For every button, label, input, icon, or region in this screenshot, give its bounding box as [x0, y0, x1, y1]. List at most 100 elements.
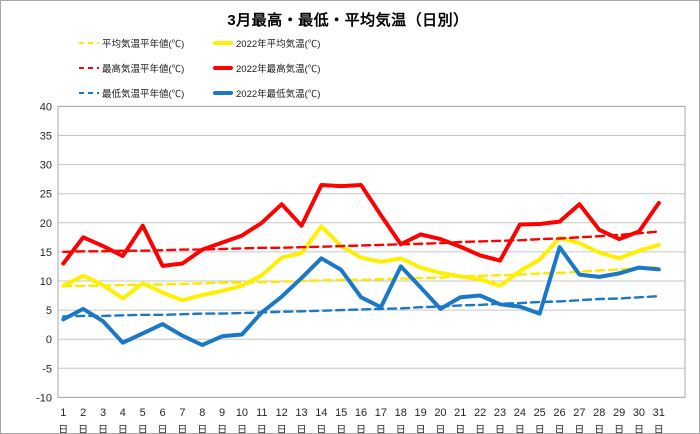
x-axis-unit-label: 日 — [277, 425, 287, 434]
x-axis-day-label: 26 — [553, 407, 565, 419]
y-axis-tick-label: 25 — [40, 189, 52, 201]
x-axis-unit-label: 日 — [197, 425, 207, 434]
x-axis-day-label: 6 — [159, 407, 165, 419]
x-axis-unit-label: 日 — [594, 425, 604, 434]
y-axis-tick-label: 10 — [40, 276, 52, 288]
x-axis-unit-label: 日 — [574, 425, 584, 434]
x-axis-unit-label: 日 — [416, 425, 426, 434]
x-axis-unit-label: 日 — [376, 425, 386, 434]
high-2022-solid-line-swatch-icon — [213, 66, 233, 70]
series-line-4 — [62, 294, 660, 318]
x-axis-unit-label: 日 — [98, 425, 108, 434]
x-axis-day-label: 18 — [395, 407, 407, 419]
legend-label: 最高気温平年値(℃) — [102, 64, 185, 75]
x-axis-day-label: 3 — [100, 407, 106, 419]
legend-label: 2022年最高気温(℃) — [236, 64, 321, 75]
y-axis-tick-label: -5 — [42, 363, 52, 375]
x-axis-day-label: 8 — [199, 407, 205, 419]
x-axis-unit-label: 日 — [297, 425, 307, 434]
x-axis-unit-label: 日 — [257, 425, 267, 434]
legend-label: 2022年最低気温(℃) — [236, 89, 321, 100]
high-normal-dashed-line-swatch-icon — [79, 66, 99, 70]
x-axis-unit-label: 日 — [495, 425, 505, 434]
x-axis-day-label: 25 — [534, 407, 546, 419]
x-axis-day-label: 7 — [179, 407, 185, 419]
legend-label: 平均気温平年値(℃) — [102, 39, 185, 50]
x-axis-unit-label: 日 — [455, 425, 465, 434]
legend-item-avg-2022: 2022年平均気温(℃) — [213, 37, 321, 50]
x-axis-day-label: 12 — [276, 407, 288, 419]
x-axis-unit-label: 日 — [78, 425, 88, 434]
low-2022-solid-line-swatch-icon — [213, 91, 233, 95]
series-line-0 — [62, 265, 660, 288]
x-axis-unit-label: 日 — [177, 425, 187, 434]
x-axis-unit-label: 日 — [356, 425, 366, 434]
x-axis-day-label: 15 — [335, 407, 347, 419]
x-axis-unit-label: 日 — [435, 425, 445, 434]
legend-item-low-normal: 最低気温平年値(℃) — [79, 87, 185, 100]
x-axis-day-label: 13 — [295, 407, 307, 419]
x-axis-day-label: 27 — [573, 407, 585, 419]
y-axis-tick-label: -10 — [36, 392, 52, 404]
legend-item-high-normal: 最高気温平年値(℃) — [79, 62, 185, 75]
series-line-2 — [62, 230, 660, 254]
x-axis-day-label: 20 — [434, 407, 446, 419]
x-axis-day-label: 24 — [514, 407, 526, 419]
x-axis-day-label: 16 — [355, 407, 367, 419]
x-axis-day-label: 22 — [474, 407, 486, 419]
x-axis-day-label: 14 — [315, 407, 327, 419]
x-axis-unit-label: 日 — [138, 425, 148, 434]
avg-2022-solid-line-swatch-icon — [213, 41, 233, 45]
x-axis-unit-label: 日 — [634, 425, 644, 434]
x-axis-unit-label: 日 — [475, 425, 485, 434]
y-axis-tick-label: 35 — [40, 131, 52, 143]
y-axis-tick-label: 5 — [46, 305, 52, 317]
legend-label: 2022年平均気温(℃) — [236, 39, 321, 50]
avg-normal-dashed-line-swatch-icon — [79, 41, 99, 45]
x-axis-day-label: 19 — [414, 407, 426, 419]
x-axis-day-label: 28 — [593, 407, 605, 419]
x-axis-day-label: 29 — [613, 407, 625, 419]
x-axis-day-label: 9 — [219, 407, 225, 419]
x-axis-unit-label: 日 — [515, 425, 525, 434]
x-axis-unit-label: 日 — [614, 425, 624, 434]
x-axis-day-label: 4 — [120, 407, 126, 419]
x-axis-unit-label: 日 — [158, 425, 168, 434]
y-axis-tick-label: 20 — [40, 218, 52, 230]
x-axis-day-label: 30 — [633, 407, 645, 419]
series-line-5 — [61, 245, 661, 347]
x-axis-unit-label: 日 — [118, 425, 128, 434]
legend-item-avg-normal: 平均気温平年値(℃) — [79, 37, 185, 50]
y-axis-tick-label: 40 — [40, 101, 52, 113]
x-axis-day-label: 2 — [80, 407, 86, 419]
legend-item-high-2022: 2022年最高気温(℃) — [213, 62, 321, 75]
x-axis-day-label: 31 — [653, 407, 665, 419]
x-axis-day-label: 1 — [60, 407, 66, 419]
x-axis-unit-label: 日 — [654, 425, 664, 434]
plot-border — [57, 105, 686, 398]
x-axis-unit-label: 日 — [237, 425, 247, 434]
legend-label: 最低気温平年値(℃) — [102, 89, 185, 100]
x-axis-day-label: 23 — [494, 407, 506, 419]
x-axis-unit-label: 日 — [535, 425, 545, 434]
chart-title: 3月最高・最低・平均気温（日別） — [227, 12, 469, 29]
series-line-3 — [61, 183, 661, 268]
legend-item-low-2022: 2022年最低気温(℃) — [213, 87, 321, 100]
x-axis-unit-label: 日 — [336, 425, 346, 434]
x-axis-unit-label: 日 — [217, 425, 227, 434]
y-axis-tick-label: 0 — [46, 334, 52, 346]
x-axis-unit-label: 日 — [396, 425, 406, 434]
low-normal-dashed-line-swatch-icon — [79, 91, 99, 95]
x-axis-unit-label: 日 — [316, 425, 326, 434]
x-axis-day-label: 11 — [256, 407, 267, 419]
x-axis-day-label: 5 — [140, 407, 146, 419]
x-axis-unit-label: 日 — [555, 425, 565, 434]
x-axis-unit-label: 日 — [58, 425, 68, 434]
x-axis-day-label: 21 — [454, 407, 466, 419]
x-axis-day-label: 17 — [375, 407, 387, 419]
x-axis-day-label: 10 — [236, 407, 248, 419]
y-axis-tick-label: 30 — [40, 160, 52, 172]
y-axis-tick-label: 15 — [40, 247, 52, 259]
